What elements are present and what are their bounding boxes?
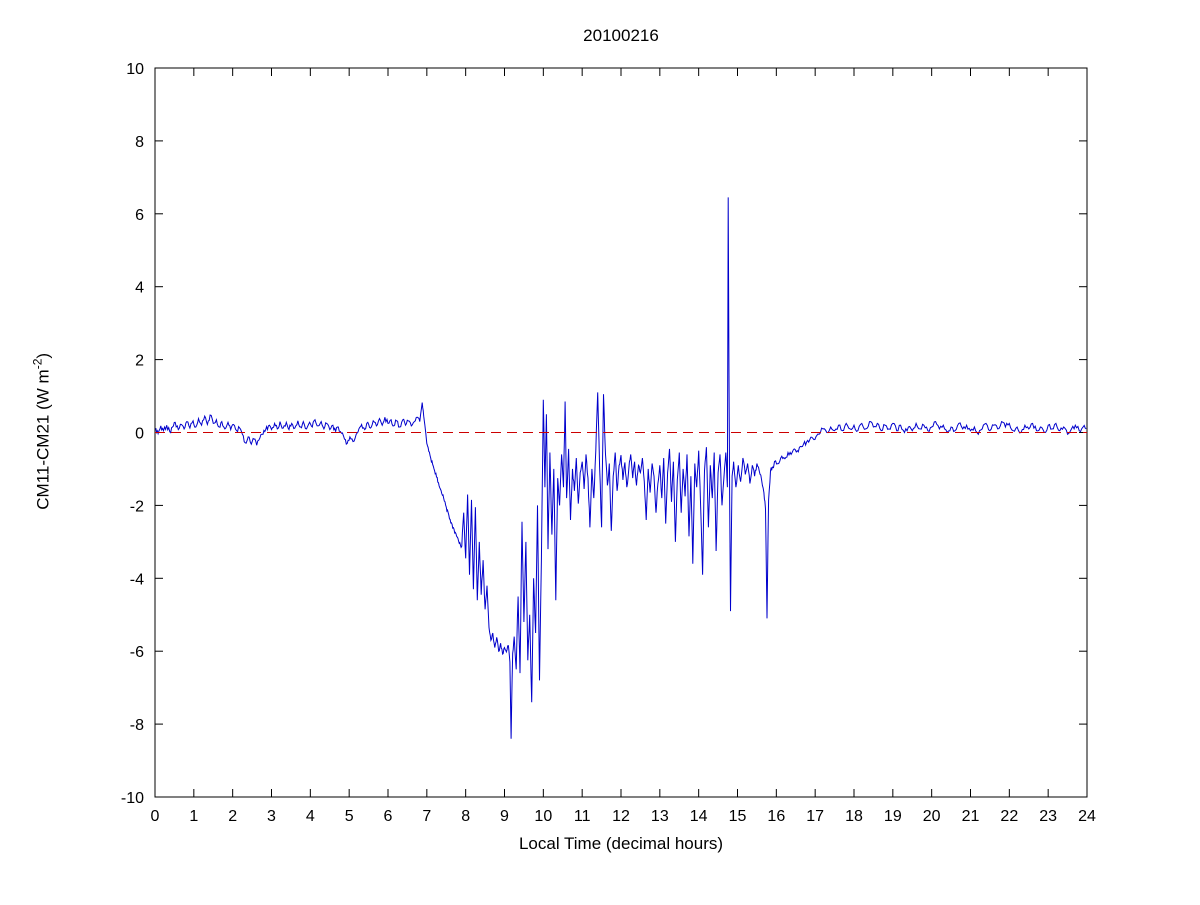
x-tick-label: 24 <box>1078 808 1096 825</box>
y-axis-label-superscript: -2 <box>30 358 45 370</box>
x-tick-label: 8 <box>461 808 470 825</box>
y-tick-label: -6 <box>130 644 144 661</box>
x-tick-label: 9 <box>500 808 509 825</box>
y-tick-label: 0 <box>135 426 144 443</box>
x-tick-label: 15 <box>729 808 747 825</box>
x-tick-label: 2 <box>228 808 237 825</box>
chart-title: 20100216 <box>583 26 659 45</box>
x-tick-label: 4 <box>306 808 315 825</box>
x-tick-label: 0 <box>151 808 160 825</box>
x-tick-label: 20 <box>923 808 941 825</box>
y-tick-label: 6 <box>135 207 144 224</box>
x-tick-label: 14 <box>690 808 708 825</box>
y-axis-label-end: ) <box>33 352 53 359</box>
y-axis-label-main: CM11-CM21 (W m <box>33 369 53 510</box>
x-tick-label: 1 <box>189 808 198 825</box>
x-tick-label: 10 <box>534 808 552 825</box>
x-tick-label: 23 <box>1039 808 1057 825</box>
x-tick-label: 17 <box>806 808 824 825</box>
y-tick-label: -2 <box>130 498 144 515</box>
x-tick-label: 5 <box>345 808 354 825</box>
y-tick-label: 4 <box>135 280 144 297</box>
x-tick-label: 18 <box>845 808 863 825</box>
x-tick-label: 12 <box>612 808 630 825</box>
x-tick-label: 13 <box>651 808 669 825</box>
x-tick-label: 19 <box>884 808 902 825</box>
y-axis-label: CM11-CM21 (W m-2) <box>31 281 54 581</box>
y-tick-label: 8 <box>135 134 144 151</box>
x-tick-label: 7 <box>422 808 431 825</box>
y-tick-label: -8 <box>130 717 144 734</box>
x-axis-label: Local Time (decimal hours) <box>518 834 724 853</box>
x-tick-label: 22 <box>1000 808 1018 825</box>
x-tick-label: 6 <box>384 808 393 825</box>
x-tick-label: 16 <box>767 808 785 825</box>
x-tick-label: 11 <box>574 808 591 825</box>
y-tick-label: 10 <box>126 61 144 78</box>
x-tick-label: 21 <box>962 808 980 825</box>
data-series-line <box>155 197 1087 739</box>
y-tick-label: 2 <box>135 353 144 370</box>
x-tick-label: 3 <box>267 808 276 825</box>
y-tick-label: -10 <box>121 790 144 807</box>
y-tick-label: -4 <box>130 571 144 588</box>
